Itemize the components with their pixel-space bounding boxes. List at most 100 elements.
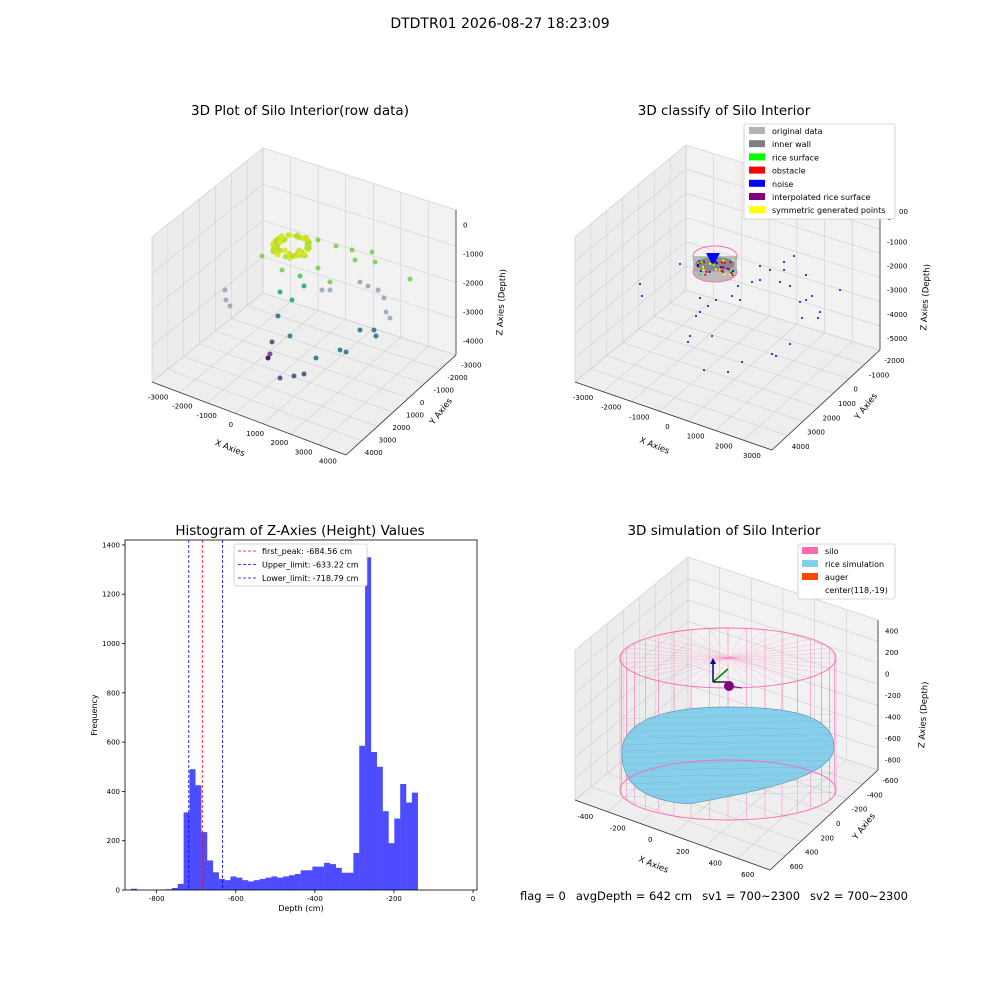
classified-point	[702, 258, 705, 261]
grid-line	[687, 556, 879, 621]
histogram-bar	[353, 853, 360, 890]
noise-point	[805, 299, 807, 301]
legend-swatch	[802, 560, 818, 567]
data-point	[291, 373, 297, 379]
data-point	[375, 287, 381, 293]
histogram-bar	[335, 867, 342, 890]
data-point	[282, 254, 288, 260]
z-tick-label: -4000	[463, 338, 483, 346]
data-point	[407, 276, 413, 282]
grid-line	[631, 306, 742, 402]
mesh-line	[623, 733, 833, 739]
legend-frame	[797, 543, 896, 600]
z-tick-label: -200	[885, 692, 901, 700]
grid-line	[574, 663, 689, 758]
y-tick-label: 1200	[102, 591, 120, 599]
y-tick-label: 400	[805, 849, 818, 857]
silo-wire	[645, 638, 729, 659]
data-point	[297, 273, 303, 279]
noise-point	[801, 317, 803, 319]
noise-point	[715, 299, 717, 301]
silo-wire	[690, 657, 729, 687]
noise-cluster	[706, 253, 720, 266]
grid-line	[590, 368, 788, 436]
noise-point	[779, 281, 781, 283]
z-tick-label: -800	[885, 756, 901, 764]
legend-frame	[743, 123, 896, 220]
simulation-3d-plot: -400-20002004006006004002000-200-400-600…	[574, 543, 931, 879]
histogram-bar	[236, 877, 243, 890]
classified-point	[726, 267, 729, 270]
auger-arrowhead	[710, 658, 716, 664]
silo-wire	[673, 657, 729, 685]
histogram-bar	[306, 870, 313, 890]
legend-label: inner wall	[772, 140, 811, 149]
classified-point	[711, 263, 714, 266]
classified-point	[722, 259, 725, 262]
x-tick-label: -200	[386, 895, 402, 903]
noise-point	[679, 263, 681, 265]
legend-swatch	[802, 573, 818, 580]
y-tick-label: 1000	[406, 411, 424, 419]
data-point	[282, 247, 288, 253]
y-tick-label: 200	[821, 834, 834, 842]
y-tick-label: -3000	[461, 361, 481, 369]
data-point	[274, 245, 281, 251]
raw-plot-title: 3D Plot of Silo Interior(row data)	[191, 103, 409, 119]
grid-line	[574, 144, 687, 238]
legend-label: symmetric generated points	[772, 206, 885, 215]
grid-line	[685, 217, 881, 278]
classified-point	[709, 262, 712, 265]
x-tick-label: 0	[665, 423, 669, 431]
classified-point	[722, 266, 725, 269]
y-tick-label: 0	[836, 820, 840, 828]
data-point	[272, 250, 279, 256]
histogram-bar	[212, 872, 219, 890]
noise-point	[687, 341, 689, 343]
noise-point	[689, 335, 691, 337]
classified-point	[731, 273, 734, 277]
data-point	[277, 239, 283, 246]
data-point	[343, 349, 349, 355]
y-axis-title: Y Axies	[850, 811, 878, 843]
x-tick-label: -1000	[629, 413, 649, 421]
data-point	[372, 259, 378, 265]
grid-line	[151, 147, 264, 238]
silo-wire	[727, 647, 830, 659]
classified-point	[732, 269, 735, 273]
grid-line	[199, 343, 394, 413]
data-point	[277, 289, 283, 295]
z-tick-label: 200	[885, 649, 898, 657]
grid-line	[151, 220, 264, 310]
classified-point	[705, 270, 708, 273]
z-tick-label: -4000	[887, 311, 907, 319]
legend-label: silo	[825, 547, 839, 556]
legend-swatch	[802, 547, 818, 554]
grid-line	[685, 241, 881, 302]
axes-frame	[124, 539, 478, 891]
grid-line	[574, 599, 689, 694]
noise-point	[727, 371, 729, 373]
mesh-line	[623, 753, 833, 758]
x-axis-title: X Axies	[213, 438, 246, 459]
grid-line	[685, 289, 881, 351]
legend-label: center(118,-19)	[825, 586, 888, 595]
figure-title: DTDTR01 2026-08-27 18:23:09	[390, 16, 610, 32]
histogram-bar	[341, 872, 348, 890]
legend-label: obstacle	[772, 167, 806, 176]
noise-point	[739, 299, 741, 301]
mesh-line	[623, 714, 833, 719]
y-axis-line	[771, 349, 881, 451]
x-tick-label: -2000	[172, 403, 192, 411]
histogram-bar	[253, 880, 260, 890]
grid-line	[622, 342, 819, 408]
y-tick-label: -600	[882, 777, 898, 785]
y-tick-label: -2000	[447, 374, 467, 382]
silo-wire	[727, 657, 783, 685]
grid-line	[687, 578, 879, 642]
status-footer: flag = 0 avgDepth = 642 cm sv1 = 700~2300 s…	[520, 889, 918, 903]
data-point	[333, 243, 339, 249]
grid-line	[687, 663, 879, 728]
data-point	[269, 339, 275, 345]
grid-line	[638, 329, 834, 394]
